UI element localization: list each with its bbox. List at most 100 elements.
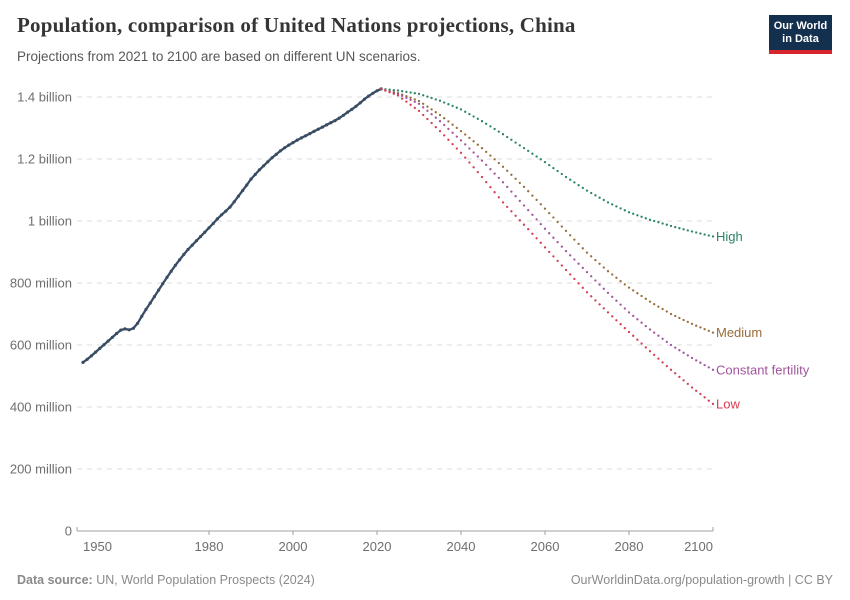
data-point xyxy=(678,375,681,379)
data-point xyxy=(350,107,354,111)
data-point xyxy=(623,209,626,212)
data-point xyxy=(711,331,715,334)
data-point xyxy=(699,326,702,329)
data-point xyxy=(674,225,677,229)
data-point xyxy=(611,315,614,318)
data-point xyxy=(665,364,668,368)
data-point xyxy=(573,238,576,241)
data-point xyxy=(669,343,673,347)
data-point xyxy=(157,288,161,292)
data-point xyxy=(674,346,677,349)
data-point xyxy=(451,142,454,146)
data-point xyxy=(619,323,622,326)
data-point xyxy=(564,249,568,253)
data-point xyxy=(144,307,148,311)
data-point xyxy=(585,270,589,274)
data-point xyxy=(648,328,652,331)
data-point xyxy=(669,224,673,228)
data-point xyxy=(85,357,89,361)
data-point xyxy=(518,199,521,203)
data-point xyxy=(611,295,614,298)
data-point xyxy=(552,255,555,258)
data-point xyxy=(581,266,584,270)
data-point xyxy=(337,116,341,120)
data-point xyxy=(711,402,715,406)
data-point xyxy=(661,307,664,311)
data-point xyxy=(283,146,287,150)
data-point xyxy=(690,322,694,326)
data-point xyxy=(438,99,442,102)
data-point xyxy=(434,116,437,119)
data-point xyxy=(514,177,517,180)
owid-logo[interactable]: Our World in Data xyxy=(769,15,832,54)
x-axis-tick-label: 1950 xyxy=(83,539,112,554)
y-axis-tick-label: 200 million xyxy=(10,462,72,477)
x-axis-tick-label: 2080 xyxy=(615,539,644,554)
data-point xyxy=(472,115,475,118)
data-point xyxy=(480,146,484,150)
owid-url-license-link[interactable]: OurWorldinData.org/population-growth | C… xyxy=(570,573,833,587)
data-point xyxy=(346,110,350,114)
data-point xyxy=(632,289,635,292)
data-point xyxy=(695,359,698,362)
data-point xyxy=(396,89,400,92)
data-point xyxy=(468,161,471,164)
data-point xyxy=(468,147,471,150)
data-point xyxy=(270,156,274,160)
owid-logo-text: Our World in Data xyxy=(769,15,832,50)
data-point xyxy=(413,92,416,95)
data-point xyxy=(627,311,631,314)
data-point xyxy=(657,357,660,360)
data-point xyxy=(136,321,140,325)
data-point xyxy=(241,189,245,193)
data-point xyxy=(493,127,496,131)
data-point xyxy=(590,255,593,258)
data-point xyxy=(417,102,421,105)
data-point xyxy=(682,351,685,354)
data-point xyxy=(367,94,371,98)
data-point xyxy=(661,361,664,364)
data-point xyxy=(552,166,555,170)
series-constant-fertility-points xyxy=(380,87,715,371)
data-point xyxy=(690,356,694,360)
data-point xyxy=(375,89,379,93)
data-point xyxy=(548,211,551,215)
data-point xyxy=(443,117,446,120)
data-point xyxy=(438,120,442,123)
data-point xyxy=(615,276,618,279)
data-point xyxy=(417,92,421,96)
data-point xyxy=(514,141,517,144)
data-point xyxy=(699,232,702,235)
data-point xyxy=(228,205,232,209)
y-axis-tick-label: 400 million xyxy=(10,400,72,415)
data-point xyxy=(165,275,169,279)
data-point xyxy=(585,189,589,192)
data-point xyxy=(232,200,236,204)
data-point xyxy=(653,353,656,357)
data-point xyxy=(648,350,652,353)
data-point xyxy=(127,328,131,332)
data-point xyxy=(308,132,312,136)
data-point xyxy=(316,127,320,131)
data-point xyxy=(627,286,631,289)
data-point xyxy=(131,326,135,330)
data-point xyxy=(640,215,643,218)
data-point xyxy=(207,226,211,230)
data-point xyxy=(699,392,702,396)
data-point xyxy=(669,368,673,371)
data-point xyxy=(678,316,681,320)
data-point xyxy=(161,282,165,286)
data-point xyxy=(409,91,412,94)
data-point xyxy=(287,143,291,147)
data-point xyxy=(447,103,450,106)
data-point xyxy=(682,228,685,231)
data-point xyxy=(539,203,542,206)
data-point xyxy=(123,327,127,331)
data-point xyxy=(707,366,710,369)
data-point xyxy=(447,127,450,131)
data-point xyxy=(548,232,551,235)
data-point xyxy=(81,360,85,364)
data-point xyxy=(518,181,521,185)
data-point xyxy=(464,143,467,146)
